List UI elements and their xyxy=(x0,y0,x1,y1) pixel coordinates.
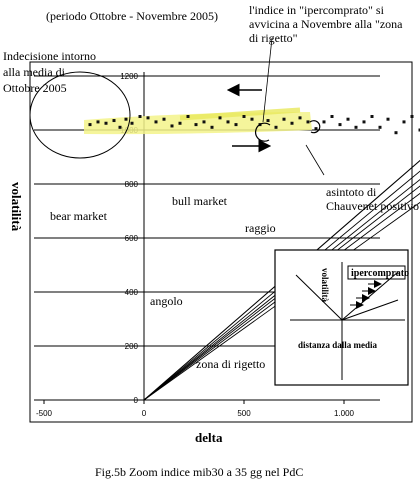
figure-caption: Fig.5b Zoom indice mib30 a 35 gg nel PdC xyxy=(95,465,303,479)
data-point xyxy=(274,125,278,129)
x-tick-label: 0 xyxy=(142,409,147,418)
asintoto-note: asintoto di Chauvenet positivo xyxy=(326,185,419,213)
data-point xyxy=(298,116,302,120)
inset-title: ipercomprato xyxy=(351,268,409,279)
data-point xyxy=(218,116,222,120)
data-point xyxy=(130,121,134,125)
callout-line xyxy=(262,37,273,123)
data-point xyxy=(186,115,190,118)
data-point xyxy=(162,117,166,121)
loop-mark-1 xyxy=(254,122,271,142)
data-point xyxy=(266,119,270,123)
data-point xyxy=(394,131,398,135)
data-point xyxy=(378,125,382,129)
data-point xyxy=(210,125,214,129)
bull-market-label: bull market xyxy=(172,194,228,208)
data-point xyxy=(410,115,414,118)
top-note-line-1: l'indice in "ipercomprato" si xyxy=(249,3,385,17)
y-tick-label: 600 xyxy=(125,234,139,243)
loop-mark-2 xyxy=(309,120,321,134)
data-point xyxy=(138,115,142,118)
data-point xyxy=(202,120,206,124)
data-point xyxy=(170,124,174,128)
data-point xyxy=(282,117,286,121)
asintoto-pointer xyxy=(305,144,325,176)
data-point xyxy=(306,120,310,124)
data-point xyxy=(88,123,92,127)
inset-ray-1 xyxy=(341,271,399,321)
data-point xyxy=(194,123,198,127)
data-point xyxy=(112,119,116,123)
raggio-label: raggio xyxy=(245,221,276,235)
inset-diagonal xyxy=(295,274,343,321)
plot-frame xyxy=(29,61,413,423)
period-label: (periodo Ottobre - Novembre 2005) xyxy=(46,9,218,23)
data-point xyxy=(178,121,182,125)
y-tick-label: 400 xyxy=(125,288,139,297)
indecision-line-2: alla media di xyxy=(3,65,66,79)
indecision-line-1: Indecisione intorno xyxy=(3,49,96,63)
inset-title-box xyxy=(347,265,406,280)
data-point xyxy=(154,120,158,124)
indecision-note: Indecisione intorno alla media di Ottobr… xyxy=(3,49,99,95)
data-point xyxy=(250,117,254,121)
data-point xyxy=(370,115,374,118)
inset-y-label: volatilità xyxy=(320,268,330,302)
angolo-label: angolo xyxy=(150,294,183,308)
x-tick-label: 1.000 xyxy=(334,409,355,418)
x-axis-label: delta xyxy=(195,430,223,445)
data-point xyxy=(104,121,108,125)
data-point xyxy=(96,120,100,124)
data-point xyxy=(290,121,294,125)
data-point xyxy=(346,117,350,121)
inset-ray-2 xyxy=(341,299,399,321)
data-point xyxy=(226,120,230,124)
data-point xyxy=(146,116,150,120)
top-note: l'indice in "ipercomprato" si avvicina a… xyxy=(249,3,406,45)
y-axis-label: volatilità xyxy=(9,182,24,232)
top-note-line-3: di rigetto" xyxy=(249,31,298,45)
bear-market-label: bear market xyxy=(50,209,108,223)
zona-rigetto-label: zona di rigetto xyxy=(196,357,265,371)
data-point xyxy=(322,120,326,124)
data-point xyxy=(338,123,342,127)
x-tick-label: 500 xyxy=(237,409,251,418)
data-point xyxy=(354,125,358,129)
indecision-line-3: Ottobre 2005 xyxy=(3,81,67,95)
data-point xyxy=(362,120,366,124)
data-point xyxy=(314,127,318,131)
y-tick-label: 1200 xyxy=(120,72,138,81)
y-tick-label: 800 xyxy=(125,180,139,189)
data-points xyxy=(88,115,420,135)
data-point xyxy=(418,128,420,132)
data-point xyxy=(402,120,406,124)
data-point xyxy=(234,123,238,127)
data-point xyxy=(330,115,334,118)
asintoto-line-2: Chauvenet positivo xyxy=(326,199,419,213)
indecision-ellipse xyxy=(29,71,131,159)
x-tick-label: -500 xyxy=(36,409,53,418)
data-point xyxy=(124,117,128,121)
top-note-line-2: avvicina a Novembre alla "zona xyxy=(249,17,403,31)
data-point xyxy=(242,115,246,118)
data-point xyxy=(386,117,390,121)
asintoto-line-1: asintoto di xyxy=(326,185,377,199)
y-tick-label: 200 xyxy=(125,342,139,351)
data-point xyxy=(118,125,122,129)
inset-x-label: distanza dalla media xyxy=(298,340,378,350)
highlight-stroke xyxy=(179,107,301,121)
